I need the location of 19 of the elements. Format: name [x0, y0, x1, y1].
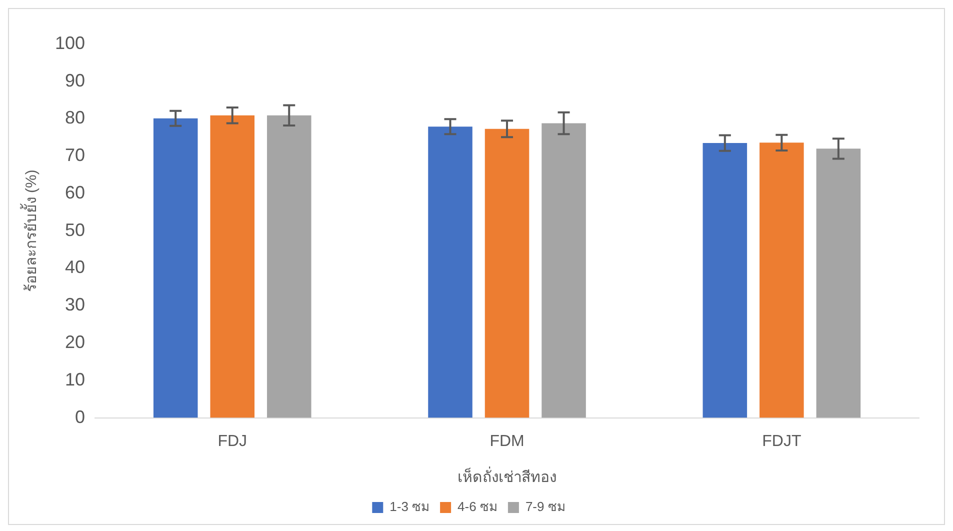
y-tick-label: 80 [65, 108, 86, 128]
y-tick-label: 0 [75, 406, 86, 427]
y-tick-label: 60 [65, 182, 86, 202]
y-tick-label: 100 [54, 32, 86, 53]
y-tick-label: 10 [65, 369, 86, 390]
legend-label: 4-6 ซม [458, 499, 498, 514]
x-tick-label: FDJT [762, 432, 802, 450]
legend-label: 7-9 ซม [525, 499, 566, 514]
y-tick-label: 30 [65, 294, 86, 315]
x-axis-title: เห็ดถั่งเช่าสีทอง [458, 466, 557, 486]
x-tick-label: FDM [490, 432, 524, 450]
legend-label: 1-3 ซม [390, 499, 430, 514]
y-tick-label: 50 [65, 220, 86, 240]
y-tick-label: 20 [65, 332, 86, 352]
y-tick-label: 70 [65, 145, 86, 166]
y-tick-label: 40 [65, 257, 86, 278]
x-tick-label: FDJ [218, 432, 248, 450]
y-axis-title: ร้อยละกรยับยั้ง (%) [20, 170, 40, 292]
y-tick-label: 90 [65, 70, 86, 90]
